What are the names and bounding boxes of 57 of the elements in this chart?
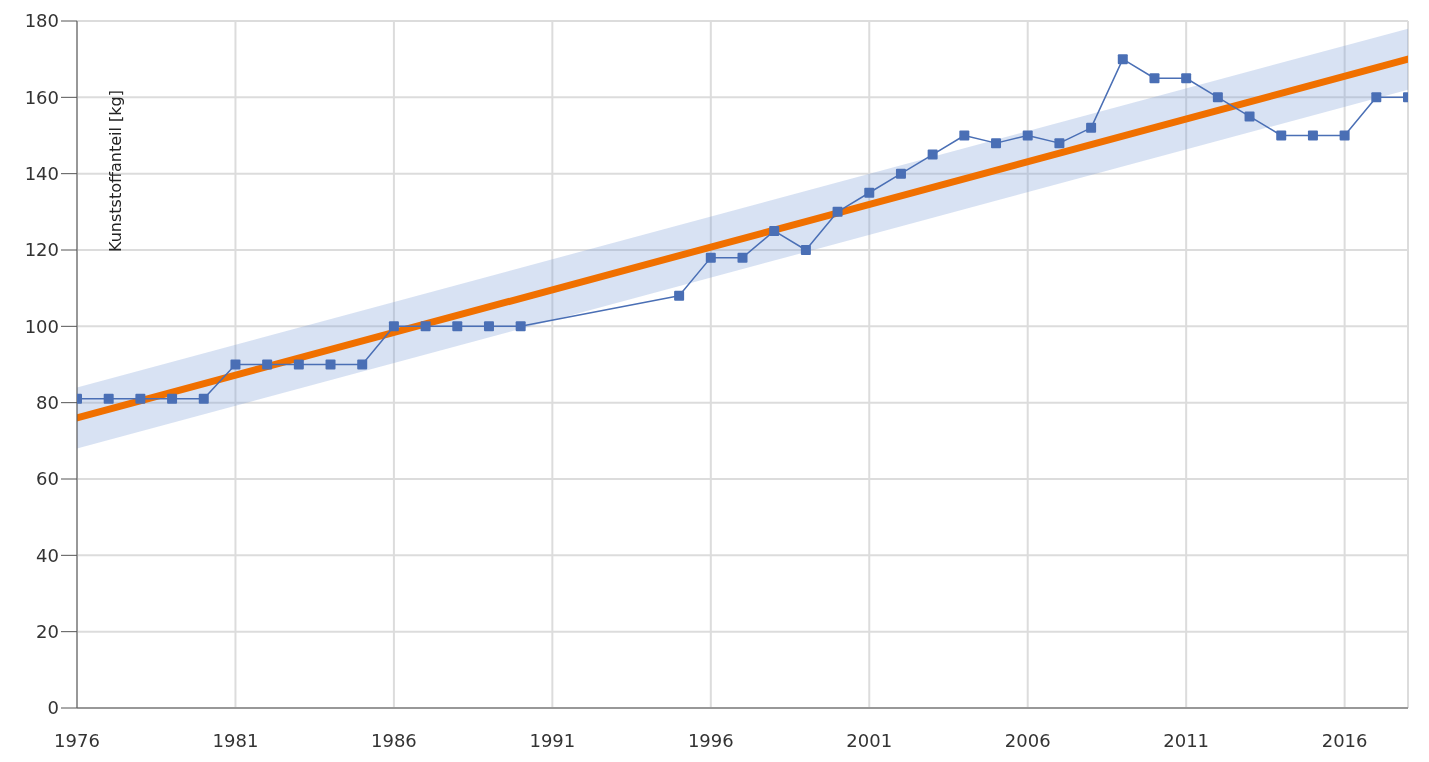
y-tick-label: 120 xyxy=(24,239,59,261)
x-tick-label: 1986 xyxy=(371,729,417,751)
point xyxy=(959,130,970,141)
x-tick-label: 2016 xyxy=(1321,729,1368,751)
x-tick-label: 2006 xyxy=(1004,729,1051,751)
point xyxy=(895,168,906,179)
point xyxy=(1212,92,1223,103)
point xyxy=(230,359,241,370)
x-tick-label: 2001 xyxy=(846,729,893,751)
y-tick-label: 60 xyxy=(36,468,59,490)
y-tick-label: 40 xyxy=(36,544,59,566)
y-tick-label: 80 xyxy=(36,392,59,414)
x-tick-label: 2011 xyxy=(1163,729,1210,751)
point xyxy=(832,206,843,217)
point xyxy=(1181,73,1192,84)
point xyxy=(135,393,146,404)
point xyxy=(1149,73,1160,84)
point xyxy=(1244,111,1255,122)
point xyxy=(1054,138,1065,149)
point xyxy=(800,245,811,255)
point xyxy=(737,252,748,263)
point xyxy=(864,187,875,198)
point xyxy=(293,359,304,370)
x-tick-label: 1991 xyxy=(529,729,576,751)
y-axis-title: Kunststoffanteil [kg] xyxy=(106,90,125,252)
x-tick-label: 1976 xyxy=(54,729,100,751)
y-tick-label: 0 xyxy=(47,697,59,719)
point xyxy=(674,290,685,301)
point xyxy=(262,359,273,370)
point xyxy=(357,359,368,370)
point xyxy=(388,321,399,332)
y-tick-label: 160 xyxy=(24,86,59,108)
point xyxy=(452,321,463,332)
point xyxy=(515,321,526,332)
point xyxy=(198,393,209,404)
y-tick-label: 140 xyxy=(24,163,59,185)
point xyxy=(1371,92,1382,103)
point xyxy=(1276,130,1287,141)
point xyxy=(705,252,716,263)
point xyxy=(167,393,178,404)
y-tick-label: 100 xyxy=(24,315,59,337)
x-tick-label: 1981 xyxy=(212,729,259,751)
point xyxy=(103,393,114,404)
point xyxy=(1086,122,1097,133)
point xyxy=(420,321,431,332)
point xyxy=(1022,130,1033,141)
point xyxy=(769,225,780,236)
point xyxy=(1307,130,1318,141)
point xyxy=(1339,130,1350,141)
x-tick-label: 1996 xyxy=(687,729,734,751)
point xyxy=(991,138,1002,149)
point xyxy=(325,359,336,370)
point xyxy=(483,321,494,332)
y-tick-label: 180 xyxy=(24,10,59,32)
point xyxy=(1117,54,1128,65)
y-tick-label: 20 xyxy=(36,621,59,643)
point xyxy=(927,149,938,160)
